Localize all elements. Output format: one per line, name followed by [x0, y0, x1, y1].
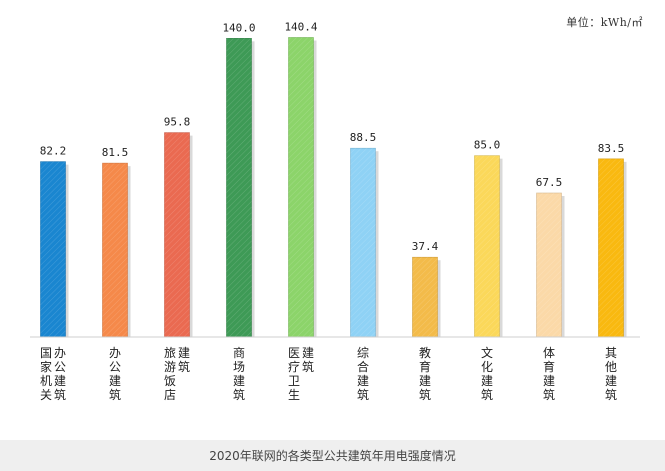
category-label-3: 商场建筑: [233, 345, 245, 402]
category-label-9: 其他建筑: [605, 346, 617, 402]
value-label-9: 83.5: [598, 142, 625, 155]
bar-texture: [40, 161, 66, 337]
bar-texture: [164, 132, 190, 337]
value-label-2: 95.8: [164, 116, 191, 129]
category-label-8: 体育建筑: [543, 346, 555, 402]
bar-texture: [598, 158, 624, 337]
category-label-1: 办公建筑: [109, 345, 121, 402]
category-label-4: 医疗卫生建筑: [288, 346, 314, 402]
bar-texture: [536, 193, 562, 337]
category-label-6: 教育建筑: [419, 345, 431, 402]
value-label-3: 140.0: [222, 21, 255, 34]
value-label-4: 140.4: [284, 20, 317, 33]
value-label-6: 37.4: [412, 240, 439, 253]
chart-caption: 2020年联网的各类型公共建筑年用电强度情况: [209, 449, 456, 463]
value-label-8: 67.5: [536, 176, 563, 189]
bar-chart: 82.2 国家机关办公建筑 81.5 办公建筑 95.8 旅游饭店建筑 140.0 商场建筑 1…: [30, 20, 640, 402]
category-label-2: 旅游饭店建筑: [164, 346, 190, 402]
bar-texture: [288, 37, 314, 337]
caption-bar: 2020年联网的各类型公共建筑年用电强度情况: [0, 440, 665, 471]
bar-texture: [474, 155, 500, 337]
category-label-7: 文化建筑: [481, 345, 493, 402]
bar-texture: [102, 163, 128, 337]
bar-texture: [350, 148, 376, 337]
category-label-5: 综合建筑: [357, 346, 369, 402]
bar-texture: [412, 257, 438, 337]
value-label-1: 81.5: [102, 146, 129, 159]
value-label-7: 85.0: [474, 139, 501, 152]
unit-label: 单位：kWh/㎡: [566, 16, 643, 29]
value-label-0: 82.2: [40, 145, 67, 158]
value-label-5: 88.5: [350, 131, 377, 144]
bar-texture: [226, 38, 252, 337]
category-label-0: 国家机关办公建筑: [40, 345, 66, 402]
